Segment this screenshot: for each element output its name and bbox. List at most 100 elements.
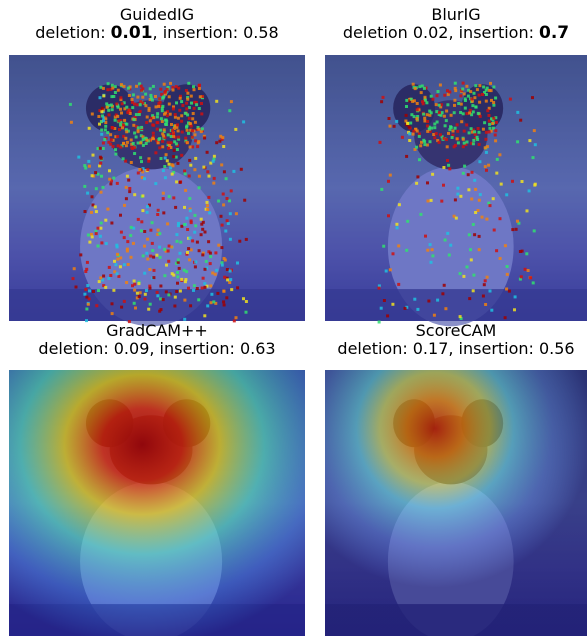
heatmap-speck <box>194 224 197 227</box>
heatmap-speck <box>230 100 233 103</box>
heatmap-speck <box>201 287 204 290</box>
heatmap-speck <box>462 145 465 148</box>
heatmap-speck <box>107 141 110 144</box>
heatmap-speck <box>511 180 514 183</box>
heatmap-speck <box>168 195 171 198</box>
heatmap-speck <box>188 106 191 109</box>
heatmap-speck <box>147 160 150 163</box>
heatmap-speck <box>162 169 165 172</box>
heatmap-speck <box>186 228 189 231</box>
heatmap-speck <box>532 156 535 159</box>
heatmap-speck <box>166 88 169 91</box>
heatmap-speck <box>477 127 480 130</box>
heatmap-speck <box>236 262 239 265</box>
heatmap-speck <box>396 226 399 229</box>
heatmap-speck <box>533 229 536 232</box>
heatmap-speck <box>492 86 495 89</box>
heatmap-speck <box>213 155 216 158</box>
heatmap-speck <box>176 282 179 285</box>
heatmap-speck <box>170 123 173 126</box>
heatmap-speck <box>392 252 395 255</box>
heatmap-speck <box>202 166 205 169</box>
heatmap-speck <box>152 85 155 88</box>
heatmap-speck <box>500 183 503 186</box>
heatmap-speck <box>429 140 432 143</box>
heatmap-speck <box>163 128 166 131</box>
heatmap-speck <box>212 300 215 303</box>
heatmap-speck <box>132 124 135 127</box>
heatmap-speck <box>154 95 157 98</box>
saliency-image <box>325 55 587 326</box>
heatmap-speck <box>463 92 466 95</box>
heatmap-speck <box>441 292 444 295</box>
heatmap-speck <box>490 309 493 312</box>
heatmap-speck <box>167 133 170 136</box>
heatmap-speck <box>186 129 189 132</box>
heatmap-speck <box>137 172 140 175</box>
heatmap-speck <box>200 218 203 221</box>
heatmap-speck <box>151 242 154 245</box>
heatmap-speck <box>163 248 166 251</box>
heatmap-speck <box>210 293 213 296</box>
heatmap-speck <box>131 98 134 101</box>
saliency-image <box>9 370 305 636</box>
heatmap-speck <box>131 106 134 109</box>
heatmap-speck <box>133 280 136 283</box>
heatmap-speck <box>456 137 459 140</box>
heatmap-speck <box>115 103 118 106</box>
heatmap-speck <box>451 136 454 139</box>
heatmap-speck <box>128 109 131 112</box>
heatmap-speck <box>221 264 224 267</box>
heatmap-speck <box>526 209 529 212</box>
heatmap-speck <box>226 219 229 222</box>
heatmap-speck <box>484 303 487 306</box>
heatmap-speck <box>454 198 457 201</box>
heatmap-speck <box>432 98 435 101</box>
heatmap-speck <box>163 274 166 277</box>
heatmap-speck <box>468 131 471 134</box>
heatmap-speck <box>100 110 103 113</box>
panel-title: GuidedIG <box>120 5 194 24</box>
heatmap-speck <box>102 87 105 90</box>
heatmap-speck <box>139 100 142 103</box>
heatmap-speck <box>133 152 136 155</box>
heatmap-speck <box>179 181 182 184</box>
heatmap-speck <box>378 287 381 290</box>
heatmap-speck <box>473 92 476 95</box>
heatmap-speck <box>245 300 248 303</box>
heatmap-speck <box>191 117 194 120</box>
metric-label: , insertion: <box>448 23 534 42</box>
heatmap-speck <box>433 314 436 317</box>
heatmap-speck <box>154 151 157 154</box>
heatmap-speck <box>153 269 156 272</box>
heatmap-speck <box>436 299 439 302</box>
heatmap-speck <box>161 120 164 123</box>
heatmap-speck <box>164 157 167 160</box>
heatmap-speck <box>514 295 517 298</box>
heatmap-speck <box>225 296 228 299</box>
heatmap-speck <box>215 269 218 272</box>
heatmap-speck <box>133 283 136 286</box>
heatmap-speck <box>220 163 223 166</box>
heatmap-speck <box>99 96 102 99</box>
heatmap-speck <box>534 143 537 146</box>
heatmap-speck <box>531 96 534 99</box>
heatmap-speck <box>175 180 178 183</box>
metric-label: deletion: <box>35 23 105 42</box>
heatmap-speck <box>226 268 229 271</box>
heatmap-speck <box>194 214 197 217</box>
heatmap-speck <box>192 289 195 292</box>
heatmap-speck <box>465 85 468 88</box>
heatmap-speck <box>144 293 147 296</box>
heatmap-speck <box>152 132 155 135</box>
heatmap-speck <box>140 160 143 163</box>
metric-label: , insertion: <box>149 339 235 358</box>
heatmap-speck <box>489 290 492 293</box>
heatmap-speck <box>405 99 408 102</box>
metric-label: deletion <box>343 23 408 42</box>
heatmap-speck <box>97 245 100 248</box>
heatmap-speck <box>143 230 146 233</box>
heatmap-speck <box>408 132 411 135</box>
heatmap-speck <box>95 210 98 213</box>
heatmap-speck <box>157 141 160 144</box>
